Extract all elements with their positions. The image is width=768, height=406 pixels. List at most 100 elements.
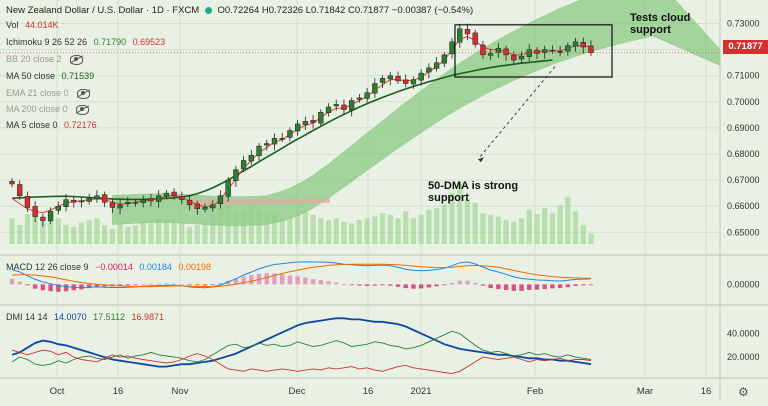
- volume-bar: [24, 214, 31, 244]
- macd-histogram-bar: [326, 281, 331, 285]
- candle-body: [86, 198, 92, 202]
- annotation-50dma: 50-DMA is strong support: [428, 180, 518, 204]
- hidden-eye-icon[interactable]: [77, 88, 91, 99]
- candle-body: [426, 67, 432, 73]
- volume-bar: [233, 211, 239, 244]
- legend-ma5[interactable]: MA 5 close 0 0.72176: [6, 120, 97, 130]
- volume-bar: [179, 223, 185, 244]
- legend-macd-v1: −0.00014: [95, 262, 133, 272]
- macd-histogram-bar: [148, 283, 154, 285]
- candle-body: [457, 28, 463, 43]
- legend-ichimoku-v1: 0.71790: [93, 37, 127, 47]
- legend-macd-v2: 0.00184: [139, 262, 172, 272]
- candle-body: [217, 195, 224, 205]
- macd-histogram-bar: [480, 284, 486, 286]
- y-tick-label: 0.69000: [727, 123, 760, 133]
- volume-bar: [403, 211, 409, 244]
- volume-bar: [457, 184, 463, 244]
- legend-ema21[interactable]: EMA 21 close 0: [6, 88, 91, 99]
- hidden-eye-icon[interactable]: [76, 104, 90, 115]
- volume-bar: [302, 211, 308, 244]
- x-tick-label: Feb: [527, 386, 543, 397]
- legend-ma50[interactable]: MA 50 close 0.71539: [6, 71, 94, 81]
- y-tick-label: 0.65000: [727, 227, 760, 237]
- macd-histogram-bar: [395, 284, 401, 287]
- candle-body: [534, 49, 540, 54]
- legend-dmi[interactable]: DMI 14 14 14.0070 17.5112 16.9871: [6, 312, 164, 322]
- candle-body: [480, 44, 486, 56]
- volume-bar: [40, 220, 46, 244]
- candle-body: [464, 29, 471, 35]
- legend-bb[interactable]: BB 20 close 2: [6, 54, 84, 65]
- candle-body: [63, 199, 69, 207]
- candle-body: [294, 123, 301, 132]
- candle-body: [418, 72, 424, 81]
- legend-macd[interactable]: MACD 12 26 close 9 −0.00014 0.00184 0.00…: [6, 262, 211, 272]
- candle-body: [557, 51, 563, 53]
- y-tick-label: 0.66000: [727, 201, 760, 211]
- x-tick-label: 2021: [410, 386, 431, 397]
- volume-bar: [410, 218, 417, 244]
- volume-bar: [94, 218, 100, 244]
- macd-histogram-bar: [32, 284, 38, 289]
- candle-body: [240, 160, 247, 169]
- candle-body: [140, 199, 146, 204]
- macd-histogram-bar: [519, 284, 524, 291]
- ohlc-readout: O0.72264 H0.72326 L0.71842 C0.71877 −0.0…: [217, 5, 474, 16]
- candle-body: [225, 179, 231, 197]
- macd-histogram-bar: [218, 283, 223, 285]
- candle-body: [433, 62, 440, 69]
- macd-signal-line: [11, 263, 591, 288]
- candle-body: [47, 211, 54, 222]
- volume-bar: [9, 218, 15, 244]
- macd-histogram-bar: [318, 280, 323, 285]
- volume-bar: [186, 226, 193, 244]
- volume-bar: [549, 213, 555, 244]
- macd-histogram-bar: [442, 284, 447, 286]
- volume-bar: [565, 196, 571, 244]
- candle-body: [588, 45, 594, 53]
- volume-bar: [171, 221, 177, 244]
- volume-bar: [210, 214, 216, 244]
- macd-histogram-bar: [573, 284, 578, 286]
- macd-histogram-bar: [156, 283, 161, 285]
- macd-histogram-bar: [287, 275, 293, 285]
- legend-ichimoku[interactable]: Ichimoku 9 26 52 26 0.71790 0.69523: [6, 37, 165, 47]
- volume-bar: [48, 222, 54, 244]
- legend-ma200[interactable]: MA 200 close 0: [6, 104, 90, 115]
- candle-body: [55, 205, 61, 211]
- volume-bar: [464, 199, 471, 244]
- volume-bar: [125, 226, 131, 244]
- x-tick-label: 16: [701, 386, 712, 397]
- volume-bar: [557, 205, 563, 244]
- macd-histogram-bar: [403, 284, 408, 289]
- legend-dmi-v3: 16.9871: [131, 312, 165, 322]
- legend-vol[interactable]: Vol 44.014K: [6, 20, 59, 30]
- gear-icon[interactable]: ⚙: [738, 385, 749, 399]
- candle-body: [580, 42, 586, 48]
- candle-body: [78, 200, 85, 203]
- candle-body: [503, 48, 509, 56]
- dmi-minus-line: [11, 349, 592, 375]
- volume-bar: [318, 218, 324, 244]
- macd-histogram-bar: [25, 284, 30, 286]
- volume-bar: [241, 209, 247, 244]
- trend-arrow-line: [477, 66, 556, 160]
- macd-histogram-bar: [63, 284, 69, 292]
- volume-bar: [71, 226, 77, 244]
- candle-body: [472, 32, 478, 45]
- legend-bb-label: BB 20 close 2: [6, 54, 62, 64]
- macd-histogram-bar: [372, 284, 378, 286]
- macd-histogram-bar: [465, 280, 470, 285]
- macd-tick-label: 0.00000: [727, 279, 760, 289]
- hidden-eye-icon[interactable]: [70, 54, 84, 65]
- volume-bar: [17, 225, 23, 244]
- candle-body: [518, 55, 525, 60]
- legend-ichimoku-v2: 0.69523: [132, 37, 166, 47]
- dmi-tick-label: 40.0000: [727, 329, 760, 339]
- legend-ma5-value: 0.72176: [64, 120, 97, 130]
- macd-histogram-bar: [202, 284, 208, 286]
- macd-histogram-bar: [511, 284, 516, 291]
- volume-bar: [156, 218, 162, 244]
